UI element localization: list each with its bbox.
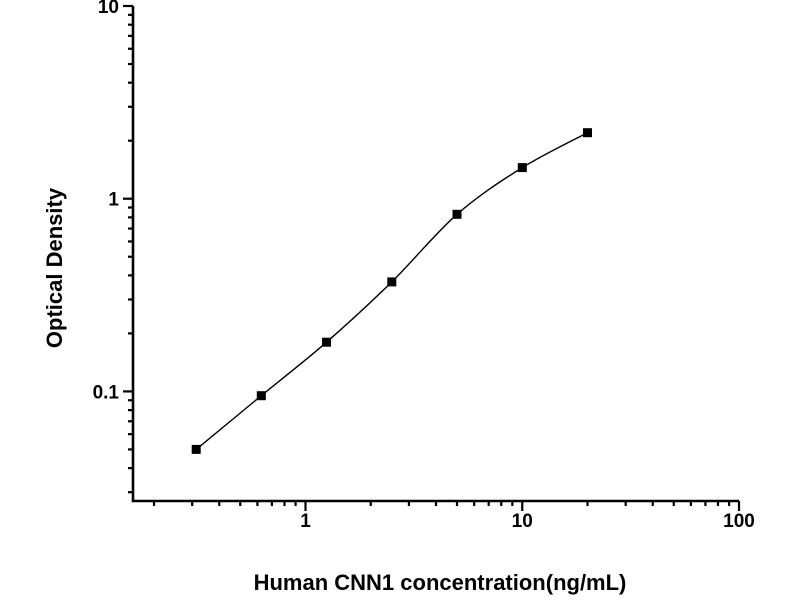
x-tick-label: 100 [723,511,755,532]
y-tick-label: 10 [98,0,119,18]
data-point-marker [256,391,266,401]
y-axis-title: Optical Density [42,187,67,348]
data-point-marker [322,337,331,347]
axis-lines [131,6,739,503]
x-tick-label: 1 [300,511,311,532]
y-tick-label: 0.1 [93,382,120,403]
data-point-marker [387,277,397,287]
fit-curve [195,132,588,450]
data-point-marker [583,128,592,138]
data-point-marker [517,163,527,173]
data-point-marker [452,209,462,219]
plot-layer: 1 10 100 0.1 1 10 [93,0,755,532]
y-tick-label: 1 [108,190,119,211]
x-axis-title: Human CNN1 concentration(ng/mL) [254,570,627,595]
x-tick-label: 10 [512,511,533,532]
data-point-marker [191,444,201,454]
